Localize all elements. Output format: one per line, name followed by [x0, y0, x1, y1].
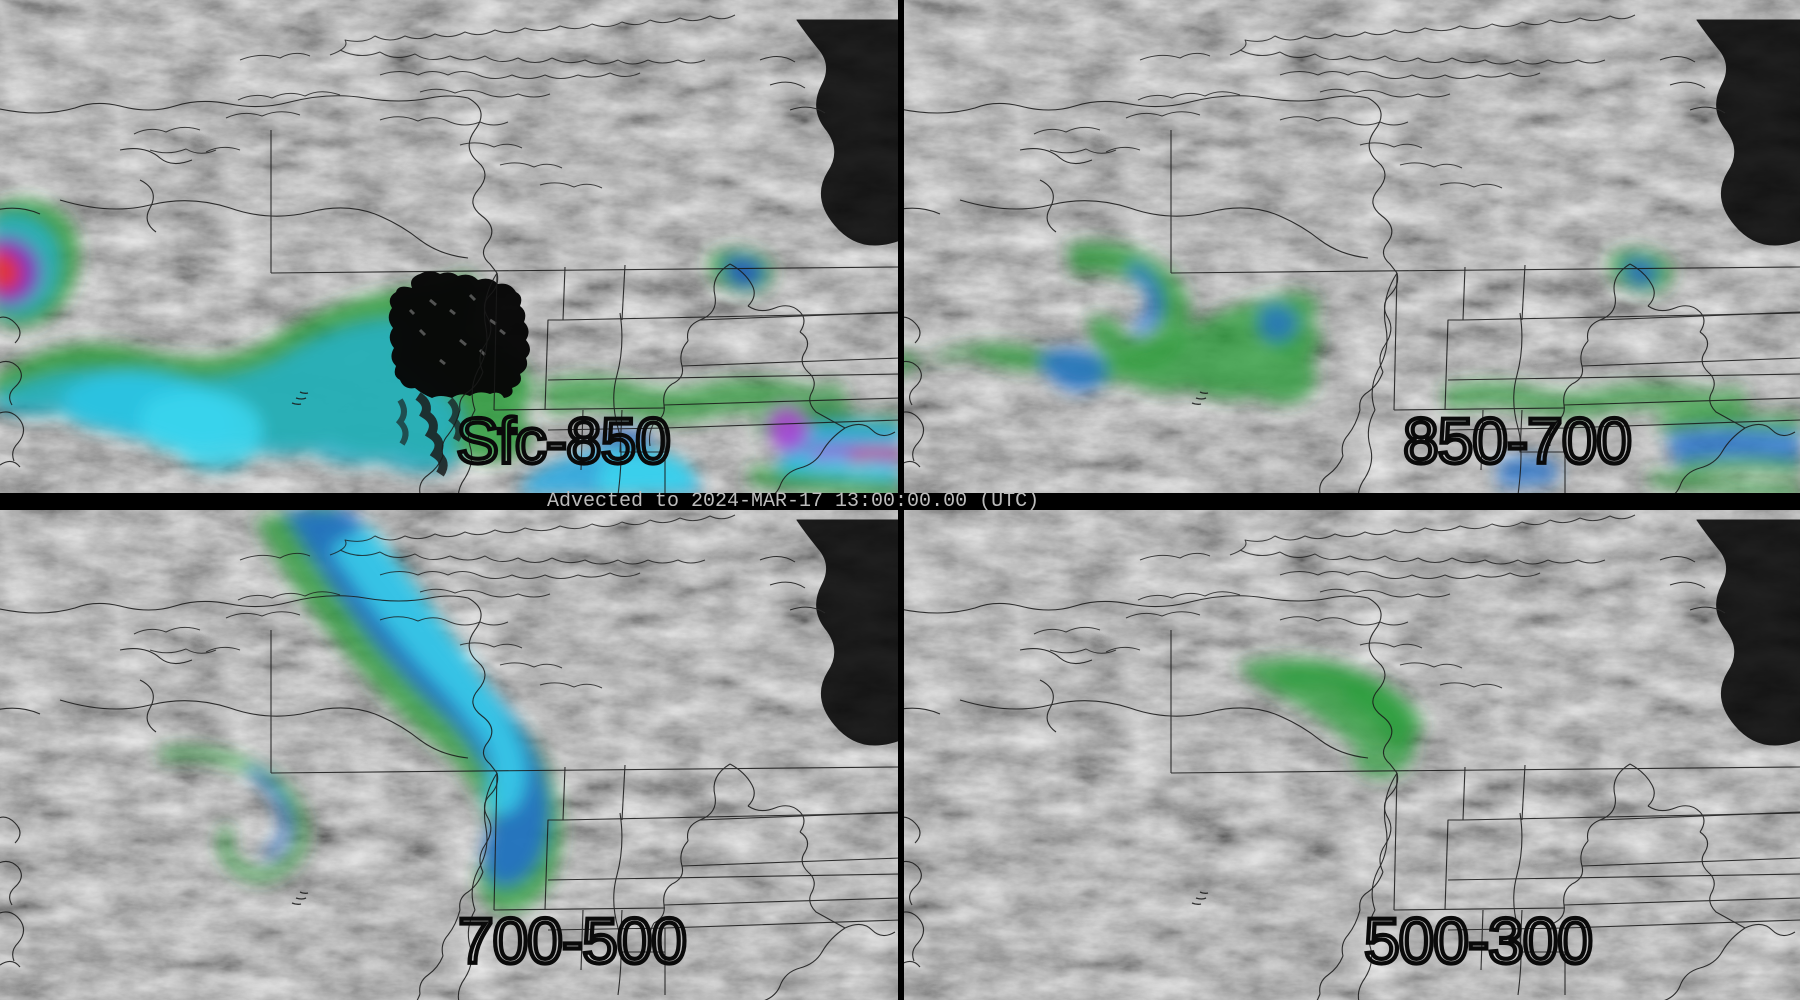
svg-text:Sfc-850: Sfc-850 — [456, 405, 670, 477]
svg-text:700-500: 700-500 — [458, 905, 686, 977]
svg-text:500-300: 500-300 — [1364, 905, 1592, 977]
svg-text:850-700: 850-700 — [1403, 405, 1631, 477]
